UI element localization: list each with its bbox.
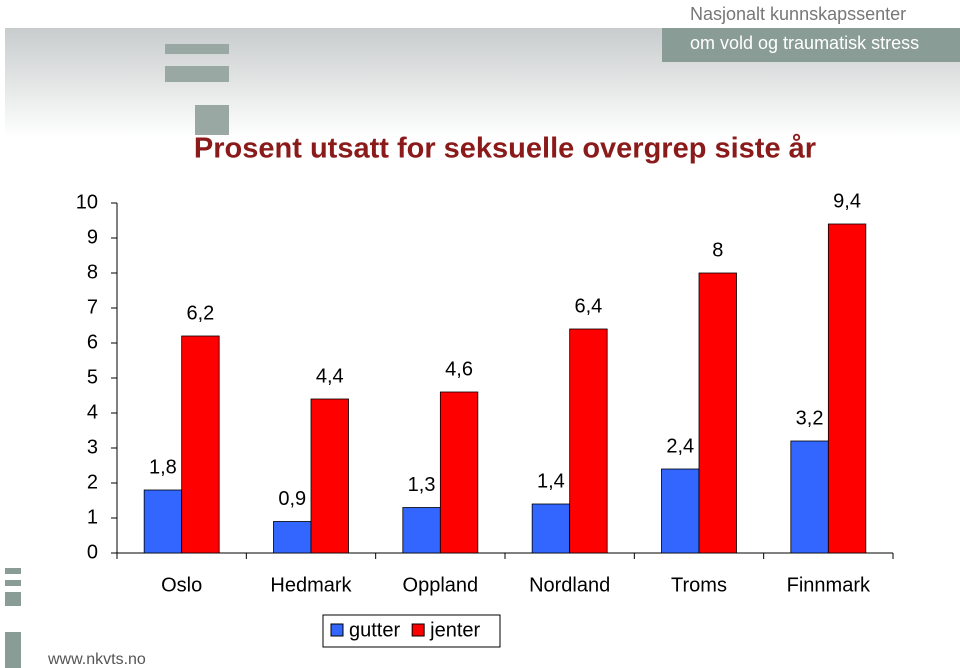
value-label: 4,4 bbox=[316, 365, 344, 387]
decor bbox=[5, 568, 21, 574]
bar bbox=[531, 503, 571, 554]
x-tick-label: Finnmark bbox=[787, 574, 871, 596]
bar bbox=[402, 507, 441, 554]
legend-box bbox=[322, 614, 501, 648]
bar bbox=[143, 489, 183, 554]
value-label: 6,4 bbox=[575, 295, 603, 317]
y-tick-label: 1 bbox=[87, 506, 98, 528]
value-label: 2,4 bbox=[666, 435, 694, 457]
y-tick-label: 5 bbox=[87, 366, 98, 388]
value-label: 4,6 bbox=[445, 358, 473, 380]
value-label: 1,4 bbox=[537, 470, 565, 492]
bar bbox=[439, 391, 479, 554]
value-label: 3,2 bbox=[796, 407, 824, 429]
value-label: 0,9 bbox=[278, 488, 306, 510]
decor bbox=[165, 44, 229, 54]
value-label: 6,2 bbox=[187, 302, 215, 324]
x-tick-label: Troms bbox=[671, 574, 727, 596]
y-tick-label: 8 bbox=[87, 261, 98, 283]
logo-line1: Nasjonalt kunnskapssenter bbox=[690, 4, 906, 24]
y-tick-label: 7 bbox=[87, 296, 98, 318]
x-tick-label: Oslo bbox=[161, 574, 202, 596]
bar bbox=[181, 335, 220, 554]
legend-swatch bbox=[330, 623, 344, 637]
decor bbox=[195, 105, 229, 135]
value-label: 1,3 bbox=[408, 474, 436, 496]
value-label: 9,4 bbox=[833, 190, 861, 212]
bar bbox=[698, 272, 737, 554]
logo-band bbox=[662, 28, 960, 62]
y-tick-label: 0 bbox=[87, 541, 98, 563]
decor bbox=[5, 592, 21, 606]
legend-label: jenter bbox=[429, 619, 480, 641]
y-tick-label: 6 bbox=[87, 331, 98, 353]
chart-title: Prosent utsatt for seksuelle overgrep si… bbox=[194, 133, 816, 165]
x-tick-label: Nordland bbox=[529, 574, 610, 596]
decor bbox=[165, 66, 229, 82]
bar bbox=[790, 440, 829, 554]
decor bbox=[5, 632, 21, 668]
legend-swatch bbox=[411, 623, 425, 637]
x-tick-label: Hedmark bbox=[270, 574, 352, 596]
bar bbox=[310, 398, 349, 554]
bar bbox=[273, 521, 312, 554]
bar bbox=[569, 328, 608, 554]
website: www.nkvts.no bbox=[47, 651, 146, 668]
y-tick-label: 9 bbox=[87, 226, 98, 248]
logo-line2: om vold og traumatisk stress bbox=[690, 33, 919, 53]
value-label: 8 bbox=[712, 239, 723, 261]
value-label: 1,8 bbox=[149, 456, 177, 478]
y-tick-label: 10 bbox=[76, 191, 98, 213]
x-tick-label: Oppland bbox=[403, 574, 479, 596]
legend-label: gutter bbox=[349, 619, 400, 641]
y-tick-label: 2 bbox=[87, 471, 98, 493]
bar bbox=[827, 223, 867, 554]
bar bbox=[661, 468, 700, 554]
decor bbox=[5, 580, 21, 586]
y-tick-label: 4 bbox=[87, 401, 98, 423]
y-tick-label: 3 bbox=[87, 436, 98, 458]
